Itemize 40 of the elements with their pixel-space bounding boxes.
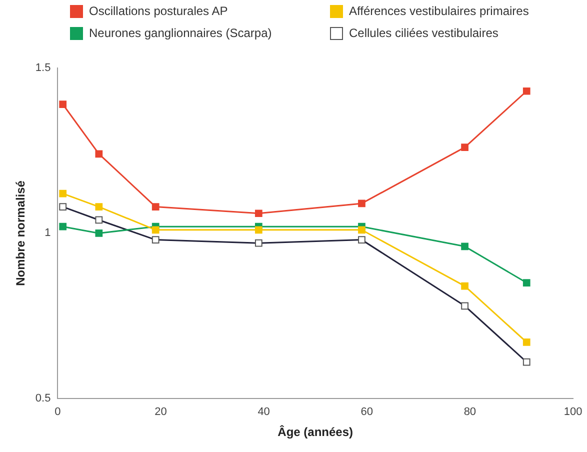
point [59, 203, 67, 210]
point [95, 150, 103, 158]
point [95, 203, 103, 210]
y-tick-label: 0.5 [35, 392, 51, 404]
x-tick-label: 0 [54, 406, 61, 418]
legend-label: Cellules ciliées vestibulaires [349, 26, 498, 40]
point [59, 222, 67, 230]
point [95, 216, 103, 224]
point [59, 190, 67, 198]
x-tick-label: 80 [464, 406, 476, 418]
point [95, 230, 103, 237]
y-tick-label: 1 [44, 227, 51, 240]
point [461, 242, 468, 250]
point [358, 226, 366, 234]
x-tick-label: 20 [154, 406, 167, 418]
legend-label: Neurones ganglionnaires (Scarpa) [89, 26, 272, 40]
point [461, 302, 468, 310]
point [522, 279, 530, 286]
point [358, 200, 366, 208]
point [522, 338, 530, 346]
x-axis-title: Âge (années) [278, 425, 354, 440]
point [254, 226, 262, 234]
point [254, 239, 262, 247]
point [59, 100, 67, 108]
point [152, 226, 160, 234]
y-axis-title: Nombre normalisé [14, 180, 28, 286]
legend-label: Afférences vestibulaires primaires [349, 4, 529, 18]
point [461, 282, 468, 290]
point [522, 87, 530, 95]
point [461, 144, 468, 151]
point [358, 236, 366, 244]
legend-label: Oscillations posturales AP [89, 4, 228, 18]
y-tick-label: 1.5 [35, 62, 51, 74]
point [152, 203, 160, 210]
point [254, 210, 262, 218]
x-tick-label: 60 [360, 406, 373, 418]
x-tick-label: 100 [564, 406, 582, 418]
point [522, 358, 530, 366]
x-tick-label: 40 [258, 406, 270, 418]
point [152, 236, 160, 244]
